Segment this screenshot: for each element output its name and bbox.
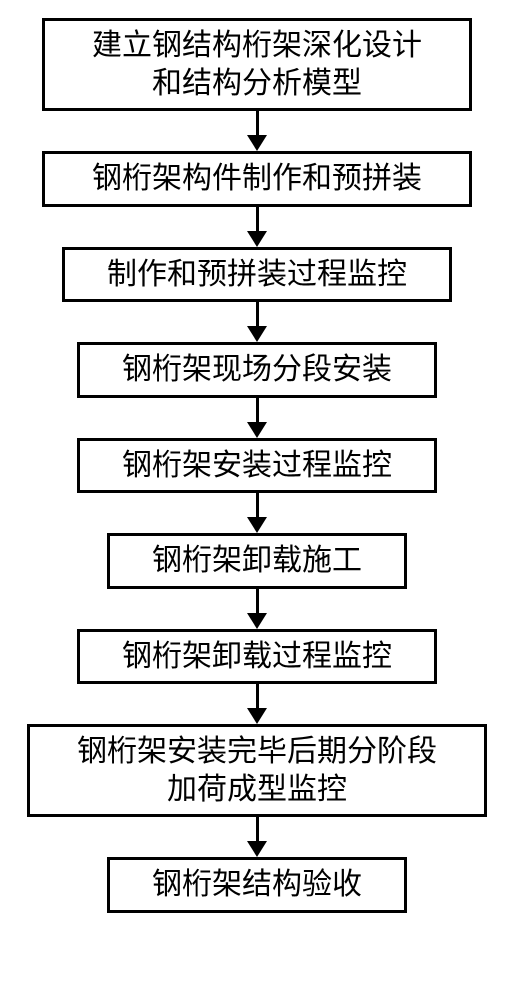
flow-node-label: 制作和预拼装过程监控 xyxy=(107,256,407,294)
flow-node: 建立钢结构桁架深化设计和结构分析模型 xyxy=(42,18,472,111)
flow-arrow xyxy=(247,111,267,151)
arrow-shaft xyxy=(256,684,259,708)
flow-node-label: 建立钢结构桁架深化设计和结构分析模型 xyxy=(92,27,422,102)
flow-node-label: 钢桁架卸载施工 xyxy=(152,542,362,580)
arrow-head-icon xyxy=(247,135,267,151)
flow-node-label: 钢桁架安装完毕后期分阶段加荷成型监控 xyxy=(77,733,437,808)
flow-node-label: 钢桁架结构验收 xyxy=(152,866,362,904)
flow-node: 钢桁架安装完毕后期分阶段加荷成型监控 xyxy=(27,724,487,817)
flow-node: 钢桁架现场分段安装 xyxy=(77,342,437,398)
arrow-head-icon xyxy=(247,231,267,247)
arrow-head-icon xyxy=(247,422,267,438)
arrow-shaft xyxy=(256,589,259,613)
arrow-shaft xyxy=(256,302,259,326)
flow-node: 制作和预拼装过程监控 xyxy=(62,247,452,303)
flow-node: 钢桁架结构验收 xyxy=(107,857,407,913)
flow-node-label: 钢桁架卸载过程监控 xyxy=(122,638,392,676)
flow-node: 钢桁架卸载过程监控 xyxy=(77,629,437,685)
flow-node-label: 钢桁架现场分段安装 xyxy=(122,351,392,389)
flow-node: 钢桁架构件制作和预拼装 xyxy=(42,151,472,207)
flow-arrow xyxy=(247,589,267,629)
flow-node-label: 钢桁架构件制作和预拼装 xyxy=(92,160,422,198)
arrow-shaft xyxy=(256,207,259,231)
flowchart-container: 建立钢结构桁架深化设计和结构分析模型钢桁架构件制作和预拼装制作和预拼装过程监控钢… xyxy=(0,0,514,913)
flow-node: 钢桁架安装过程监控 xyxy=(77,438,437,494)
flow-arrow xyxy=(247,207,267,247)
flow-arrow xyxy=(247,398,267,438)
flow-node: 钢桁架卸载施工 xyxy=(107,533,407,589)
arrow-head-icon xyxy=(247,326,267,342)
arrow-shaft xyxy=(256,817,259,841)
arrow-shaft xyxy=(256,493,259,517)
arrow-head-icon xyxy=(247,613,267,629)
arrow-head-icon xyxy=(247,517,267,533)
flow-arrow xyxy=(247,302,267,342)
flow-arrow xyxy=(247,817,267,857)
arrow-shaft xyxy=(256,111,259,135)
flow-arrow xyxy=(247,684,267,724)
flow-node-label: 钢桁架安装过程监控 xyxy=(122,447,392,485)
arrow-head-icon xyxy=(247,708,267,724)
flow-arrow xyxy=(247,493,267,533)
arrow-shaft xyxy=(256,398,259,422)
arrow-head-icon xyxy=(247,841,267,857)
